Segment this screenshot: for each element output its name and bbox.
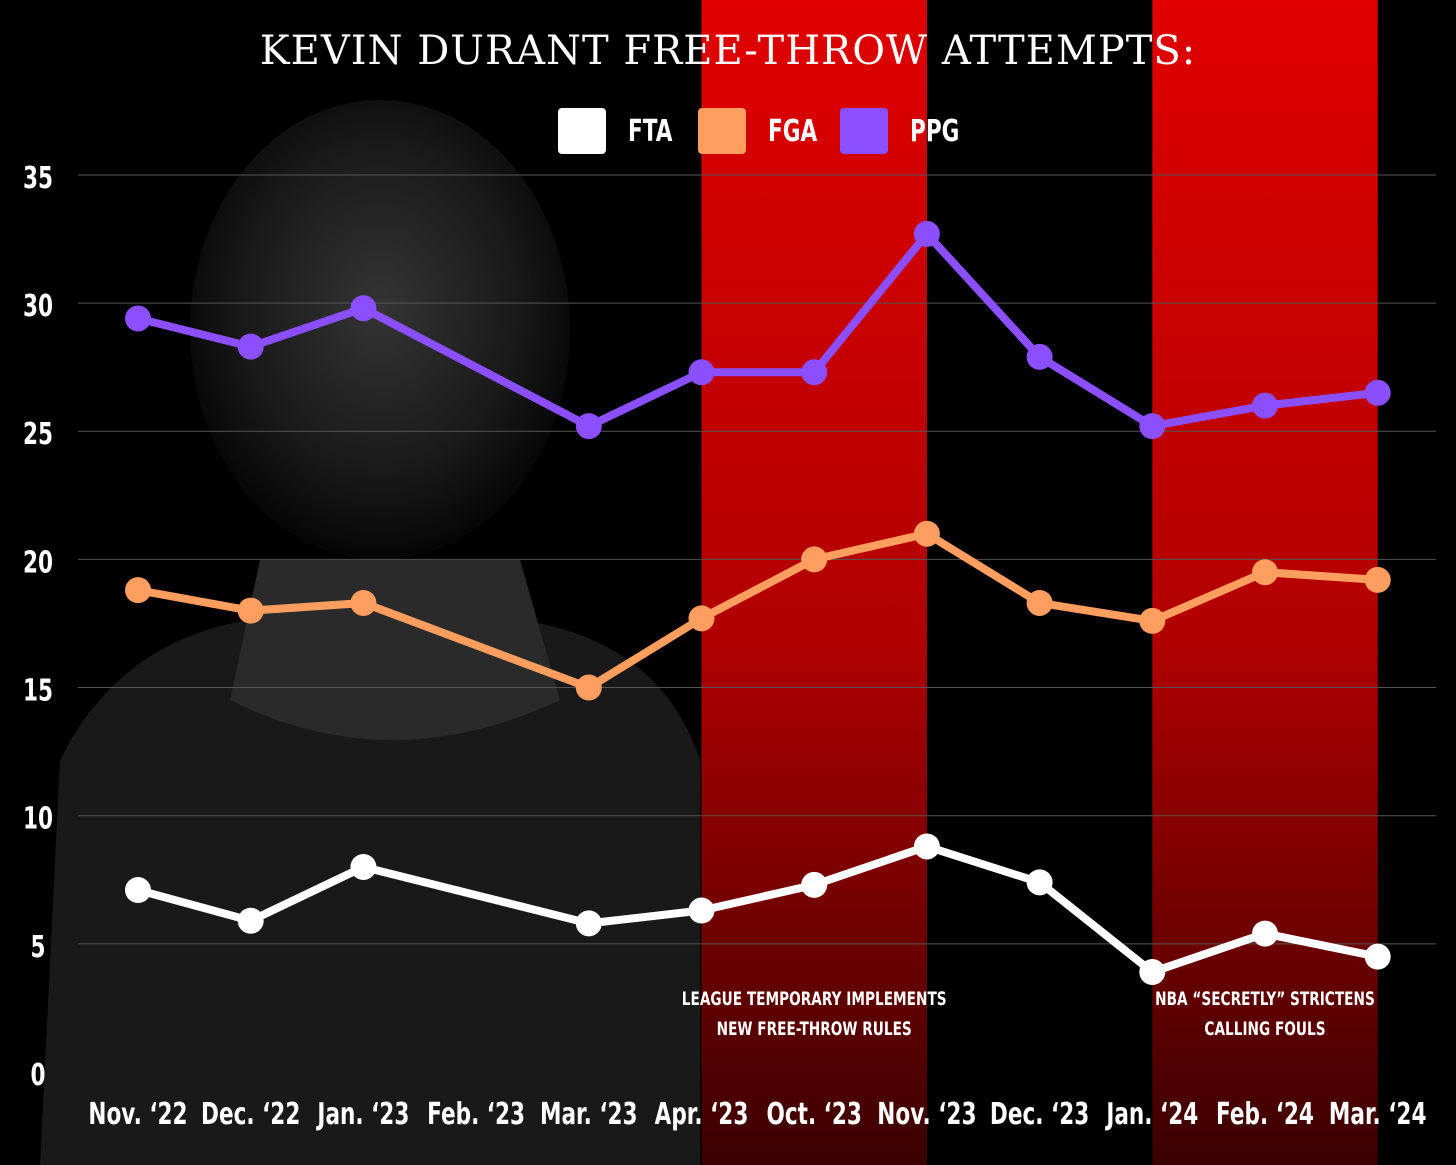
legend-item-fga: FGA: [698, 106, 836, 156]
data-point-fga: [913, 520, 940, 547]
y-tick-label: 35: [23, 162, 53, 196]
legend: FTA FGA PPG: [0, 106, 1456, 156]
y-tick-label: 5: [30, 930, 45, 964]
data-point-fga: [1026, 589, 1053, 616]
data-point-ppg: [575, 413, 602, 440]
data-point-fta: [125, 877, 151, 904]
data-point-ppg: [350, 295, 377, 322]
band-annotation-line: LEAGUE TEMPORARY IMPLEMENTS: [682, 988, 947, 1010]
y-tick-label: 25: [23, 418, 53, 452]
y-tick-label: 20: [23, 546, 53, 580]
y-tick-label: 30: [23, 290, 53, 324]
band-annotations: LEAGUE TEMPORARY IMPLEMENTS NEW FREE-THRO…: [682, 988, 1375, 1040]
x-tick-label: Mar. ‘24: [1329, 1098, 1427, 1132]
band-annotation-line: NBA “SECRETLY” STRICTENS: [1155, 988, 1375, 1010]
data-point-fga: [237, 597, 264, 624]
x-tick-label: Jan. ‘23: [316, 1098, 410, 1132]
y-tick-label: 15: [23, 674, 53, 708]
x-tick-label: Apr. ‘23: [655, 1098, 749, 1132]
x-tick-label: Nov. ‘22: [88, 1098, 187, 1132]
data-point-fga: [801, 546, 828, 573]
data-point-fga: [1364, 566, 1391, 593]
player-head-silhouette: [190, 100, 570, 560]
legend-swatch-fta: [558, 108, 606, 154]
player-torso-silhouette: [40, 620, 700, 1165]
data-point-fta: [1252, 920, 1278, 947]
legend-swatch-fga: [698, 108, 746, 154]
data-point-ppg: [801, 359, 828, 386]
band-annotation-line: NEW FREE-THROW RULES: [717, 1018, 912, 1040]
data-point-fga: [575, 674, 602, 701]
data-point-fta: [913, 833, 940, 860]
x-tick-label: Feb. ‘23: [427, 1098, 525, 1132]
data-point-fga: [1139, 607, 1166, 634]
x-tick-label: Nov. ‘23: [877, 1098, 976, 1132]
data-point-ppg: [1026, 343, 1053, 370]
player-neck-silhouette: [230, 560, 560, 740]
data-point-fta: [350, 853, 377, 880]
data-point-fta: [237, 907, 264, 934]
band-annotation-line: CALLING FOULS: [1204, 1018, 1325, 1040]
y-axis-ticks: 0 5 10 15 20 25 30 35: [23, 162, 53, 1093]
data-point-fta: [688, 897, 715, 924]
data-point-ppg: [1252, 392, 1278, 419]
legend-item-ppg: PPG: [840, 106, 979, 156]
legend-swatch-ppg: [840, 108, 888, 154]
x-tick-label: Dec. ‘23: [990, 1098, 1089, 1132]
data-point-ppg: [237, 333, 264, 360]
x-tick-label: Feb. ‘24: [1216, 1098, 1314, 1132]
data-point-fga: [1252, 559, 1278, 586]
data-point-fga: [350, 589, 377, 616]
data-point-ppg: [913, 220, 940, 247]
data-point-fta: [1139, 959, 1166, 986]
data-point-fta: [1026, 869, 1053, 896]
data-point-ppg: [1139, 413, 1166, 440]
x-tick-label: Mar. ‘23: [540, 1098, 638, 1132]
series-fga: [125, 520, 1391, 701]
data-point-fta: [801, 871, 828, 898]
data-point-fta: [575, 910, 602, 937]
series-lines: [125, 220, 1391, 986]
x-axis-ticks: Nov. ‘22 Dec. ‘22 Jan. ‘23 Feb. ‘23 Mar. ‘23…: [88, 1098, 1426, 1132]
y-tick-label: 10: [23, 802, 53, 836]
data-point-ppg: [125, 305, 151, 332]
data-point-fga: [125, 577, 151, 604]
player-photo: [40, 100, 700, 1165]
x-tick-label: Jan. ‘24: [1105, 1098, 1199, 1132]
series-fta: [125, 833, 1391, 986]
highlight-band: [701, 0, 927, 1165]
data-point-ppg: [688, 359, 715, 386]
gridlines: [78, 174, 1436, 945]
legend-label-fta: FTA: [628, 113, 673, 149]
chart-title: KEVIN DURANT FREE-THROW ATTEMPTS:: [259, 28, 1197, 74]
x-tick-label: Oct. ‘23: [766, 1098, 861, 1132]
x-tick-label: Dec. ‘22: [201, 1098, 300, 1132]
legend-label-fga: FGA: [768, 113, 818, 149]
data-point-fta: [1364, 943, 1391, 970]
data-point-fga: [688, 605, 715, 632]
legend-label-ppg: PPG: [910, 113, 960, 149]
legend-item-fta: FTA: [558, 106, 690, 156]
data-point-ppg: [1364, 379, 1391, 406]
y-tick-label: 0: [30, 1059, 45, 1093]
series-ppg: [125, 220, 1391, 440]
